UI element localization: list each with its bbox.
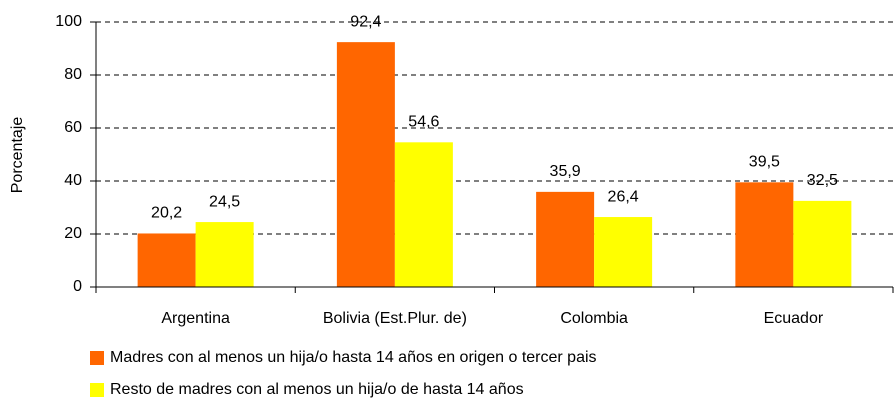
value-label: 54,6 [408,114,439,131]
bar [536,191,595,287]
bar [394,142,453,287]
x-tick-label: Bolivia (Est.Plur. de) [323,310,467,327]
value-label: 26,4 [608,188,639,205]
value-label: 20,2 [151,205,182,222]
y-tick-label: 60 [64,119,82,136]
bar [594,217,653,287]
y-tick-label: 20 [64,225,82,242]
bar [793,200,852,287]
y-tick-label: 80 [64,66,82,83]
value-label: 32,5 [807,172,838,189]
legend-swatch [90,383,104,397]
value-label: 24,5 [209,193,240,210]
legend-swatch [90,351,104,365]
legend-label: Madres con al menos un hija/o hasta 14 a… [110,349,597,366]
bar [195,222,254,287]
legend-label: Resto de madres con al menos un hija/o d… [110,381,524,398]
bar [336,42,395,287]
bar [137,233,196,287]
y-axis-label: Porcentaje [9,117,26,194]
y-tick-label: 0 [73,278,82,295]
x-tick-label: Ecuador [764,310,824,327]
value-label: 35,9 [550,163,581,180]
bar [735,182,794,287]
x-tick-label: Argentina [161,310,230,327]
value-label: 39,5 [749,154,780,171]
y-tick-label: 100 [55,13,82,30]
y-tick-label: 40 [64,172,82,189]
x-tick-label: Colombia [560,310,628,327]
value-label: 92,4 [350,13,381,30]
